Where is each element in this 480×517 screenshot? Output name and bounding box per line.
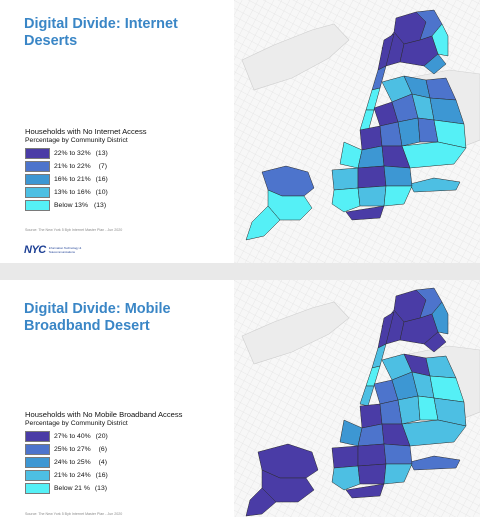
district-region [331,187,361,213]
legend-swatch [25,431,50,442]
legend-class: 24% to 25% (4) [25,456,225,469]
legend-subtitle: Percentage by Community District [25,137,128,144]
district-region [383,443,413,465]
legend-range: 21% to 24% [54,472,91,479]
legend-class: Below 13% (13) [25,199,225,212]
district-region [357,463,387,485]
district-region [423,53,447,75]
legend-range: Below 21 % [54,485,90,492]
legend-count: (13) [95,150,108,157]
legend-count: (4) [98,459,107,466]
district-region [357,443,387,467]
district-region [331,167,359,191]
legend-count: (16) [95,176,108,183]
legend-count: (13) [94,485,107,492]
legend-swatch [25,161,50,172]
legend-class: 21% to 24% (16) [25,469,225,482]
legend-swatch [25,444,50,455]
legend-class: 27% to 40% (20) [25,430,225,443]
source-note: Source: The New York 5 Byb Internet Mast… [25,512,123,516]
district-region [331,465,361,491]
district-region [345,205,385,221]
nyc-logo-mark: NYC [24,244,46,256]
legend-count: (10) [95,189,108,196]
district-region [379,399,403,425]
new-jersey-land [241,301,350,365]
legend-swatch [25,470,50,481]
legend-swatch [25,187,50,198]
slide-internet-deserts: Digital Divide: Internet Deserts Househo… [0,0,480,263]
brooklyn [331,399,413,499]
choropleth-map [234,0,480,263]
map-legend: Households with No Internet Access Perce… [25,127,225,212]
legend-count: (7) [98,163,107,170]
legend-swatch [25,200,50,211]
legend-swatch [25,483,50,494]
legend-swatch [25,174,50,185]
district-region [423,331,447,353]
legend-range: Below 13% [54,202,89,209]
district-region [383,463,413,485]
manhattan [359,33,395,133]
legend-count: (6) [98,446,107,453]
queens [373,353,467,471]
legend-title: Households with No Mobile Broadband Acce… [25,410,183,419]
legend-class: 13% to 16% (10) [25,186,225,199]
district-region [357,185,387,207]
legend-range: 24% to 25% [54,459,91,466]
legend-swatch [25,148,50,159]
district-region [409,177,461,193]
brooklyn [331,121,413,221]
legend-count: (20) [95,433,108,440]
legend-range: 25% to 27% [54,446,91,453]
source-note: Source: The New York 5 Byb Internet Mast… [25,228,123,232]
legend-class: 22% to 32% (13) [25,147,225,160]
bronx [381,287,449,353]
choropleth-map [234,280,480,517]
district-region [359,125,383,151]
legend-swatch [25,457,50,468]
queens [373,75,467,193]
district-region [245,487,277,517]
legend-class: 16% to 21% (16) [25,173,225,186]
legend-count: (13) [94,202,107,209]
legend-range: 13% to 16% [54,189,91,196]
district-region [379,121,403,147]
new-jersey-land [241,23,350,91]
legend-range: 16% to 21% [54,176,91,183]
legend-class: 21% to 22% (7) [25,160,225,173]
district-region [331,445,359,469]
district-region [383,165,413,187]
legend-count: (16) [95,472,108,479]
district-region [383,185,413,207]
district-region [431,301,449,335]
staten-island [245,165,315,241]
bronx [381,9,449,75]
district-region [431,23,449,57]
legend-class: Below 21 % (13) [25,482,225,495]
nyc-logo: NYC Information Technology & Telecommuni… [24,245,95,256]
agency-name: Information Technology & Telecommunicati… [48,246,82,254]
district-region [359,403,383,429]
slide-mobile-broadband-desert: Digital Divide: Mobile Broadband Desert … [0,280,480,517]
legend-subtitle: Percentage by Community District [25,420,128,427]
legend-range: 27% to 40% [54,433,91,440]
nyc-map-svg [234,280,480,517]
district-region [345,483,385,499]
slide-title: Digital Divide: Internet Deserts [24,16,178,49]
district-region [245,205,281,241]
map-legend: Households with No Mobile Broadband Acce… [25,410,225,495]
legend-title: Households with No Internet Access [25,127,147,136]
staten-island [245,443,319,517]
legend-class: 25% to 27% (6) [25,443,225,456]
slide-title: Digital Divide: Mobile Broadband Desert [24,301,171,334]
legend-range: 22% to 32% [54,150,91,157]
district-region [357,165,387,189]
nyc-map-svg [234,0,480,263]
district-region [409,455,461,471]
legend-range: 21% to 22% [54,163,91,170]
manhattan [359,311,395,407]
